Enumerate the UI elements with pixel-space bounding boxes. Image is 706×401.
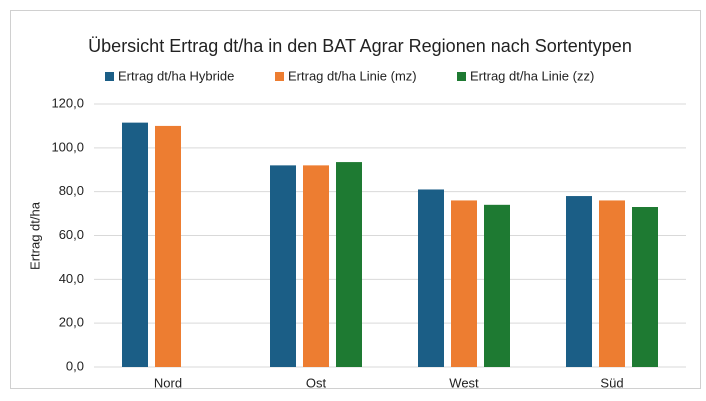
y-tick-label: 20,0 xyxy=(59,315,84,330)
y-axis-label: Ertrag dt/ha xyxy=(27,201,42,270)
legend-swatch xyxy=(275,72,284,81)
chart-title: Übersicht Ertrag dt/ha in den BAT Agrar … xyxy=(88,36,632,56)
y-tick-label: 80,0 xyxy=(59,183,84,198)
bar xyxy=(122,122,148,367)
bar xyxy=(451,200,477,367)
legend-swatch xyxy=(105,72,114,81)
y-tick-label: 120,0 xyxy=(51,95,84,110)
bar xyxy=(418,189,444,367)
x-tick-label: Ost xyxy=(306,375,327,390)
bar xyxy=(336,162,362,367)
legend-label: Ertrag dt/ha Hybride xyxy=(118,68,234,83)
y-tick-label: 100,0 xyxy=(51,139,84,154)
bar xyxy=(303,165,329,367)
legend-swatch xyxy=(457,72,466,81)
y-tick-label: 60,0 xyxy=(59,227,84,242)
x-tick-label: Nord xyxy=(154,375,182,390)
x-tick-label: Süd xyxy=(600,375,623,390)
y-tick-label: 40,0 xyxy=(59,271,84,286)
legend-label: Ertrag dt/ha Linie (zz) xyxy=(470,68,594,83)
legend-label: Ertrag dt/ha Linie (mz) xyxy=(288,68,417,83)
y-tick-label: 0,0 xyxy=(66,358,84,373)
bar xyxy=(484,204,510,367)
x-tick-label: West xyxy=(449,375,479,390)
bar xyxy=(632,207,658,367)
bar xyxy=(566,196,592,367)
bar xyxy=(270,165,296,367)
bar xyxy=(599,200,625,367)
bar xyxy=(155,125,181,368)
